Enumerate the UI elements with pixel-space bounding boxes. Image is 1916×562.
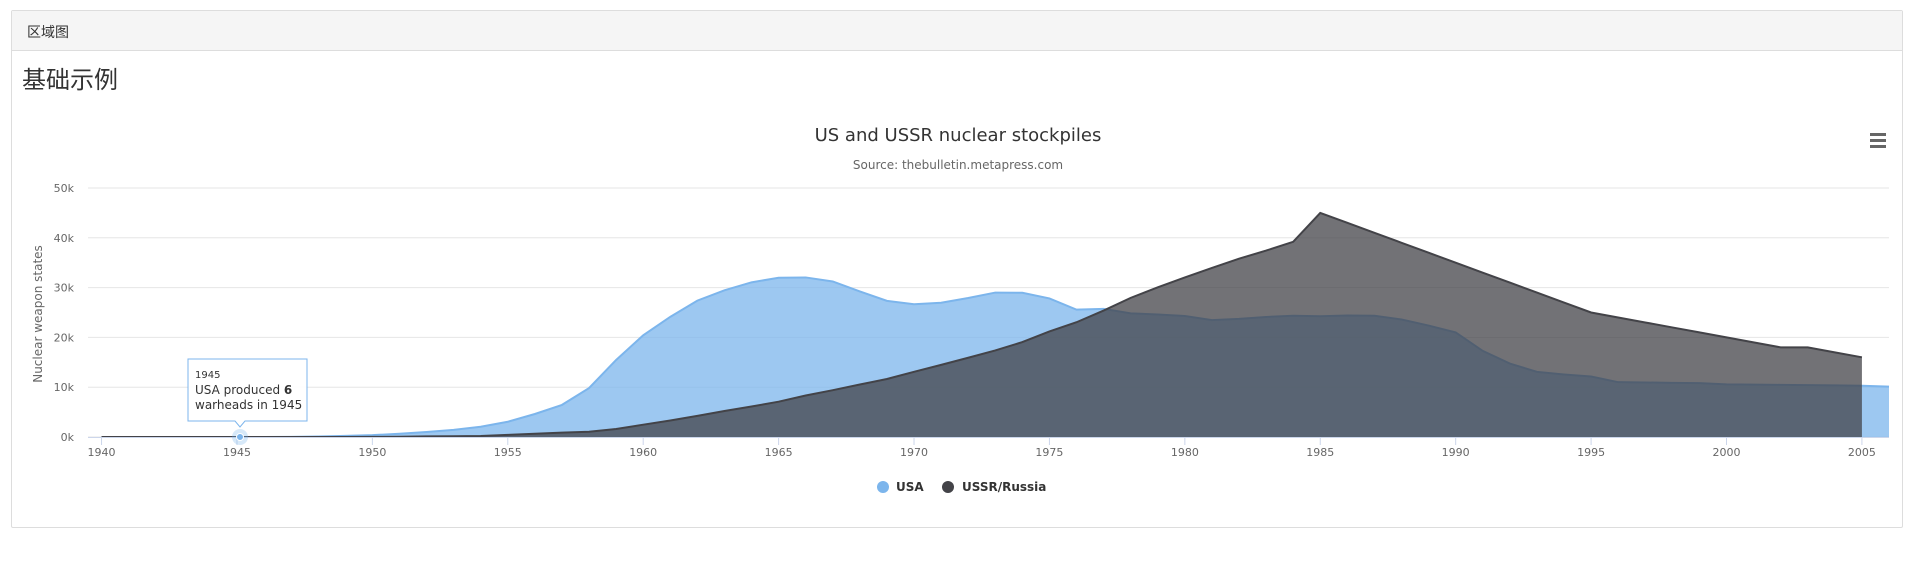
tooltip-line1-prefix: USA produced — [195, 383, 284, 397]
x-tick-label: 1975 — [1035, 446, 1063, 459]
legend-label: USSR/Russia — [962, 480, 1046, 494]
menu-icon[interactable] — [1868, 131, 1888, 151]
chart-subtitle: Source: thebulletin.metapress.com — [853, 158, 1063, 172]
chart-title: US and USSR nuclear stockpiles — [815, 125, 1102, 146]
tooltip-line2: warheads in 1945 — [195, 398, 302, 412]
tooltip-box — [187, 358, 308, 428]
x-tick-label: 2005 — [1848, 446, 1876, 459]
x-tick-label: 1950 — [358, 446, 386, 459]
y-axis-title: Nuclear weapon states — [31, 245, 45, 383]
y-tick-label: 10k — [54, 381, 75, 394]
legend-item-ussr-russia[interactable]: USSR/Russia — [942, 480, 1046, 494]
tooltip-year: 1945 — [195, 370, 220, 381]
tooltip-value: 6 — [284, 383, 292, 397]
x-tick-label: 1960 — [629, 446, 657, 459]
x-tick-label: 1940 — [88, 446, 116, 459]
y-tick-label: 50k — [54, 182, 75, 195]
x-tick-label: 1965 — [765, 446, 793, 459]
x-tick-label: 1970 — [900, 446, 928, 459]
y-tick-label: 40k — [54, 232, 75, 245]
x-tick-label: 1945 — [223, 446, 251, 459]
panel: 区域图 — [11, 10, 1903, 528]
y-tick-label: 30k — [54, 282, 75, 295]
y-axis: 0k 10k 20k 30k 40k 50k — [54, 182, 75, 444]
tooltip-line1: USA produced 6 — [195, 383, 292, 397]
x-tick-label: 1995 — [1577, 446, 1605, 459]
area-ussr-russia — [101, 212, 1862, 437]
section-title: 基础示例 — [22, 66, 118, 94]
x-axis: 1940 1945 1950 1955 1960 1965 1970 1975 1980 1985… — [88, 437, 1889, 459]
legend-marker — [877, 481, 889, 493]
y-tick-label: 20k — [54, 331, 75, 344]
legend: USA USSR/Russia — [877, 480, 1046, 494]
hover-marker[interactable] — [236, 433, 244, 441]
panel-heading: 区域图 — [12, 11, 1902, 51]
x-tick-label: 1955 — [494, 446, 522, 459]
x-tick-label: 1980 — [1171, 446, 1199, 459]
x-tick-label: 1985 — [1306, 446, 1334, 459]
line-ussr-russia[interactable] — [101, 211, 1863, 438]
x-tick-label: 1990 — [1442, 446, 1470, 459]
legend-item-usa[interactable]: USA — [877, 480, 924, 494]
tooltip: 1945 USA produced 6 warheads in 1945 — [187, 358, 308, 445]
legend-marker — [942, 481, 954, 493]
series-areas — [101, 211, 1890, 438]
x-tick-label: 2000 — [1713, 446, 1741, 459]
legend-label: USA — [896, 480, 924, 494]
y-tick-label: 0k — [61, 431, 75, 444]
